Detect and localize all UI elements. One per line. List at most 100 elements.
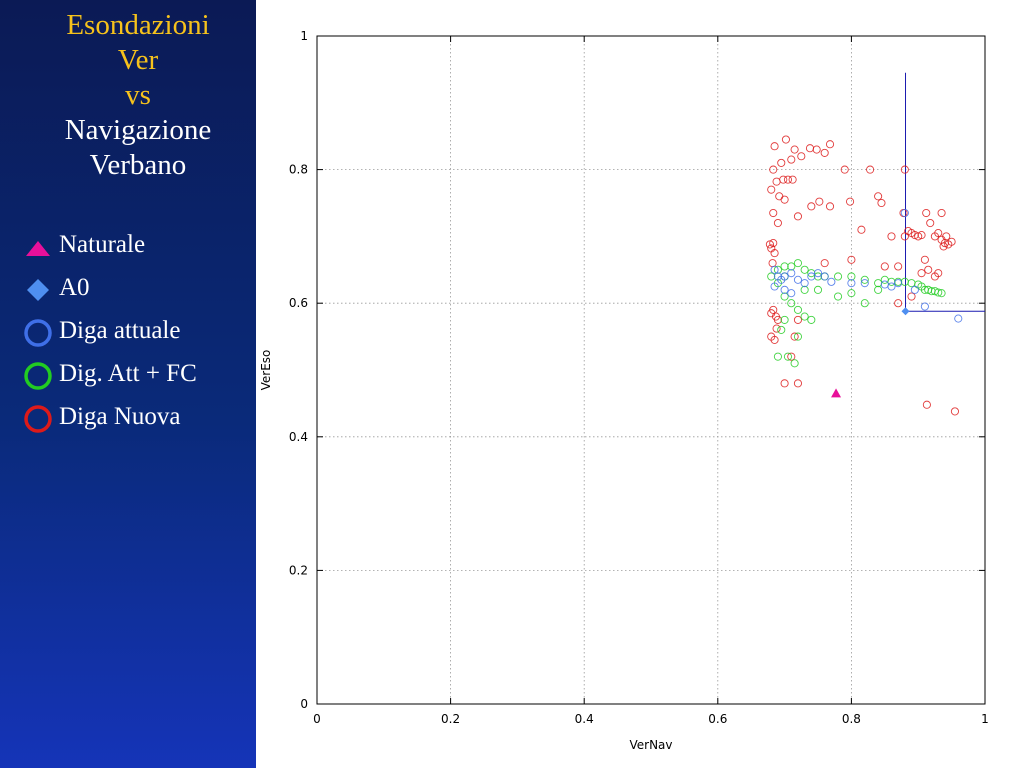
data-point	[770, 142, 779, 151]
data-point	[790, 332, 799, 341]
ring-green-icon	[24, 362, 52, 390]
y-tick-label: 0	[300, 697, 308, 711]
data-point	[777, 158, 786, 167]
x-tick-label: 0.6	[708, 712, 727, 726]
ring-blue-icon	[24, 319, 52, 347]
data-point	[887, 232, 896, 241]
data-point	[847, 279, 856, 288]
data-point	[874, 279, 883, 288]
data-point	[860, 275, 869, 284]
data-point	[787, 299, 796, 308]
data-point	[827, 277, 836, 286]
data-point	[780, 315, 789, 324]
data-point	[779, 175, 788, 184]
data-point	[813, 269, 823, 278]
triangle-icon	[26, 241, 50, 256]
data-point	[780, 195, 789, 204]
data-point	[857, 225, 866, 234]
data-point	[907, 279, 916, 288]
data-point	[790, 359, 799, 368]
data-point	[787, 155, 796, 164]
data-point	[894, 299, 903, 308]
legend-label: Diga attuale	[59, 317, 181, 344]
data-point	[793, 305, 803, 314]
data-point	[860, 299, 869, 308]
x-tick-label: 0	[313, 712, 321, 726]
data-point	[793, 275, 803, 284]
data-point	[840, 165, 849, 174]
data-point	[807, 315, 816, 324]
data-point	[833, 292, 843, 301]
data-point	[768, 259, 777, 268]
title-line: Verbano	[89, 149, 187, 181]
data-point	[924, 265, 933, 274]
y-tick-label: 0.4	[289, 430, 308, 444]
data-point	[887, 282, 896, 291]
data-point	[787, 289, 796, 298]
data-point	[937, 289, 946, 298]
y-tick-label: 0.8	[289, 163, 308, 177]
legend-label: Dig. Att + FC	[59, 360, 197, 387]
data-point	[846, 197, 855, 206]
data-point	[920, 255, 929, 264]
data-point	[770, 249, 779, 258]
scatter-chart: 0 0.2 0.4 0.6 0.8 1 0 0.2 0.4 0.6 0.8 1 VerNav VerEso	[259, 29, 989, 752]
data-point	[772, 177, 781, 186]
data-point	[781, 135, 790, 144]
data-point	[813, 272, 823, 281]
data-point	[812, 145, 821, 154]
data-point	[769, 208, 778, 218]
data-point	[793, 379, 803, 388]
data-point	[769, 239, 778, 248]
data-point	[807, 272, 816, 281]
data-point	[780, 292, 789, 301]
data-point	[831, 388, 842, 398]
data-point	[847, 255, 856, 264]
y-axis-label: VerEso	[259, 350, 273, 391]
data-point	[820, 148, 829, 157]
data-point	[797, 152, 806, 161]
data-point	[787, 262, 796, 271]
data-point	[939, 242, 948, 251]
title-line: Navigazione	[64, 114, 212, 146]
data-point	[942, 232, 951, 241]
data-point	[773, 315, 782, 324]
data-point	[790, 145, 799, 154]
data-point	[787, 352, 796, 361]
data-point	[930, 232, 939, 241]
data-point	[825, 202, 835, 211]
data-point	[773, 352, 782, 361]
data-point	[770, 265, 779, 274]
title-line: Ver	[117, 44, 159, 76]
data-point	[930, 272, 939, 281]
x-tick-label: 0.8	[842, 712, 861, 726]
data-point	[922, 400, 931, 409]
data-point	[937, 208, 946, 218]
data-point	[922, 208, 931, 218]
x-tick-label: 0.2	[441, 712, 460, 726]
data-point	[820, 259, 829, 268]
data-point	[947, 237, 956, 246]
data-point	[770, 335, 779, 344]
data-point	[880, 262, 889, 271]
data-point	[825, 140, 835, 149]
data-point	[926, 218, 935, 228]
legend-label: A0	[59, 274, 90, 301]
data-point	[767, 272, 776, 281]
y-tick-label: 0.6	[289, 296, 308, 310]
data-point	[780, 272, 789, 281]
data-point	[880, 280, 889, 289]
data-point	[780, 262, 789, 271]
data-point	[800, 279, 809, 288]
data-point	[813, 285, 823, 294]
data-point	[833, 272, 843, 281]
data-point	[800, 265, 809, 274]
data-point	[917, 269, 926, 278]
data-point	[788, 175, 797, 184]
y-tick-label: 0.2	[289, 563, 308, 577]
data-point	[866, 165, 875, 174]
data-point	[787, 269, 796, 278]
data-point	[894, 262, 903, 271]
data-point	[805, 144, 815, 153]
data-point	[847, 272, 856, 281]
